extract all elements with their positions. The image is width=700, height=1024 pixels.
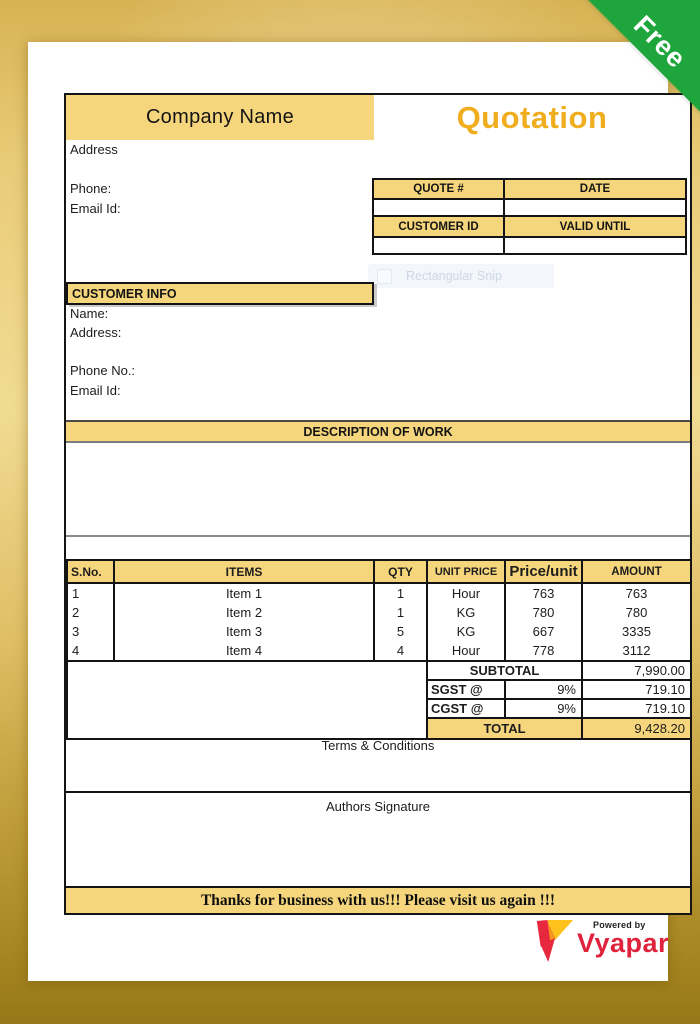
thanks-bar: Thanks for business with us!!! Please vi… — [66, 888, 690, 913]
terms-box: Terms & Conditions — [66, 736, 690, 793]
company-name-block: Company Name — [66, 95, 374, 140]
row-item: Item 4 — [225, 643, 263, 658]
row-price: 667 — [532, 624, 555, 639]
powered-by-text: Powered by — [593, 920, 646, 930]
row-item: Item 1 — [225, 586, 263, 601]
row-price: 778 — [532, 643, 555, 658]
row-qty: 1 — [396, 605, 405, 620]
row-price: 780 — [532, 605, 555, 620]
column-items: Item 1 Item 2 Item 3 Item 4 — [113, 582, 375, 662]
vyapar-wordmark: Powered by Vyapar — [577, 920, 670, 958]
column-price: 763 780 667 778 — [504, 582, 583, 662]
quote-number-header: QUOTE # — [372, 178, 505, 200]
header-unit-price: UNIT PRICE — [426, 559, 506, 584]
signature-title: Authors Signature — [325, 799, 431, 814]
description-of-work-box — [66, 443, 690, 537]
header-items: ITEMS — [113, 559, 375, 584]
vyapar-logo-icon — [536, 920, 574, 962]
row-unit: KG — [456, 624, 476, 639]
header-qty: QTY — [373, 559, 428, 584]
column-unit: Hour KG KG Hour — [426, 582, 506, 662]
cgst-rate: 9% — [504, 698, 583, 719]
customer-id-value — [372, 236, 505, 255]
row-item: Item 2 — [225, 605, 263, 620]
column-qty: 1 1 5 4 — [373, 582, 428, 662]
document-title-text: Quotation — [456, 99, 608, 135]
sgst-value: 719.10 — [581, 679, 692, 700]
customer-phone-label: Phone No.: — [70, 363, 136, 378]
row-amount: 780 — [625, 605, 648, 620]
valid-until-value — [503, 236, 687, 255]
terms-title: Terms & Conditions — [321, 738, 435, 753]
address-label: Address — [70, 142, 118, 157]
row-sno: 3 — [72, 624, 80, 639]
customer-email-label: Email Id: — [70, 383, 121, 398]
column-amount: 763 780 3335 3112 — [581, 582, 692, 662]
valid-until-header: VALID UNTIL — [503, 215, 687, 238]
header-price-unit: Price/unit — [504, 559, 583, 584]
customer-name-label: Name: — [70, 306, 109, 321]
subtotal-label: SUBTOTAL — [426, 660, 583, 681]
cgst-value: 719.10 — [581, 698, 692, 719]
customer-id-header: CUSTOMER ID — [372, 215, 505, 238]
row-unit: Hour — [451, 586, 481, 601]
row-unit: Hour — [451, 643, 481, 658]
date-header: DATE — [503, 178, 687, 200]
date-value — [503, 198, 687, 217]
row-amount: 763 — [625, 586, 648, 601]
document-page: Company Name Quotation Address Phone: Em… — [28, 42, 692, 981]
row-sno: 4 — [72, 643, 80, 658]
totals-empty-cell — [66, 660, 428, 740]
header-sno: S.No. — [66, 559, 115, 584]
quote-number-value — [372, 198, 505, 217]
row-qty: 4 — [396, 643, 405, 658]
cgst-label: CGST @ — [426, 698, 506, 719]
customer-info-header: CUSTOMER INFO — [66, 282, 374, 305]
description-of-work-title: DESCRIPTION OF WORK — [303, 424, 453, 439]
header-amount: AMOUNT — [581, 559, 692, 584]
row-qty: 5 — [396, 624, 405, 639]
vyapar-brand-text: Vyapar — [577, 928, 670, 958]
sgst-label: SGST @ — [426, 679, 506, 700]
subtotal-value: 7,990.00 — [581, 660, 692, 681]
quote-meta-table: QUOTE # DATE CUSTOMER ID VALID UNTIL — [372, 178, 687, 255]
column-sno: 1 2 3 4 — [66, 582, 115, 662]
snip-watermark-icon — [377, 268, 392, 284]
row-qty: 1 — [396, 586, 405, 601]
snip-watermark-text: Rectangular Snip — [406, 269, 502, 283]
subtotal-row: SUBTOTAL 7,990.00 — [66, 660, 692, 740]
row-unit: KG — [456, 605, 476, 620]
customer-info-title: CUSTOMER INFO — [72, 286, 177, 301]
total-row: TOTAL 9,428.20 — [67, 717, 692, 740]
row-amount: 3112 — [622, 643, 651, 658]
phone-label: Phone: — [70, 181, 112, 196]
row-item: Item 3 — [225, 624, 263, 639]
items-header-row: S.No. ITEMS QTY UNIT PRICE Price/unit AM… — [66, 559, 692, 584]
sgst-rate: 9% — [504, 679, 583, 700]
row-price: 763 — [532, 586, 555, 601]
thanks-text: Thanks for business with us!!! Please vi… — [200, 891, 556, 909]
total-value: 9,428.20 — [581, 717, 692, 740]
snip-watermark: Rectangular Snip — [368, 264, 554, 288]
row-sno: 2 — [72, 605, 80, 620]
row-amount: 3335 — [622, 624, 651, 639]
sgst-row: SGST @ 9% 719.10 — [67, 679, 692, 700]
document-content-frame: Company Name Quotation Address Phone: Em… — [64, 93, 692, 915]
row-sno: 1 — [72, 586, 80, 601]
description-of-work-header: DESCRIPTION OF WORK — [66, 420, 690, 443]
signature-box: Authors Signature — [66, 793, 690, 888]
items-table: S.No. ITEMS QTY UNIT PRICE Price/unit AM… — [66, 559, 692, 740]
cgst-row: CGST @ 9% 719.10 — [67, 698, 692, 719]
items-body-row: 1 2 3 4 Item 1 Item 2 Item 3 Item 4 1 1 — [66, 582, 692, 662]
email-label: Email Id: — [70, 201, 121, 216]
total-label: TOTAL — [426, 717, 583, 740]
customer-address-label: Address: — [70, 325, 122, 340]
vyapar-branding: Powered by Vyapar — [534, 920, 669, 962]
company-name-text: Company Name — [145, 106, 295, 128]
document-title: Quotation — [374, 95, 690, 140]
